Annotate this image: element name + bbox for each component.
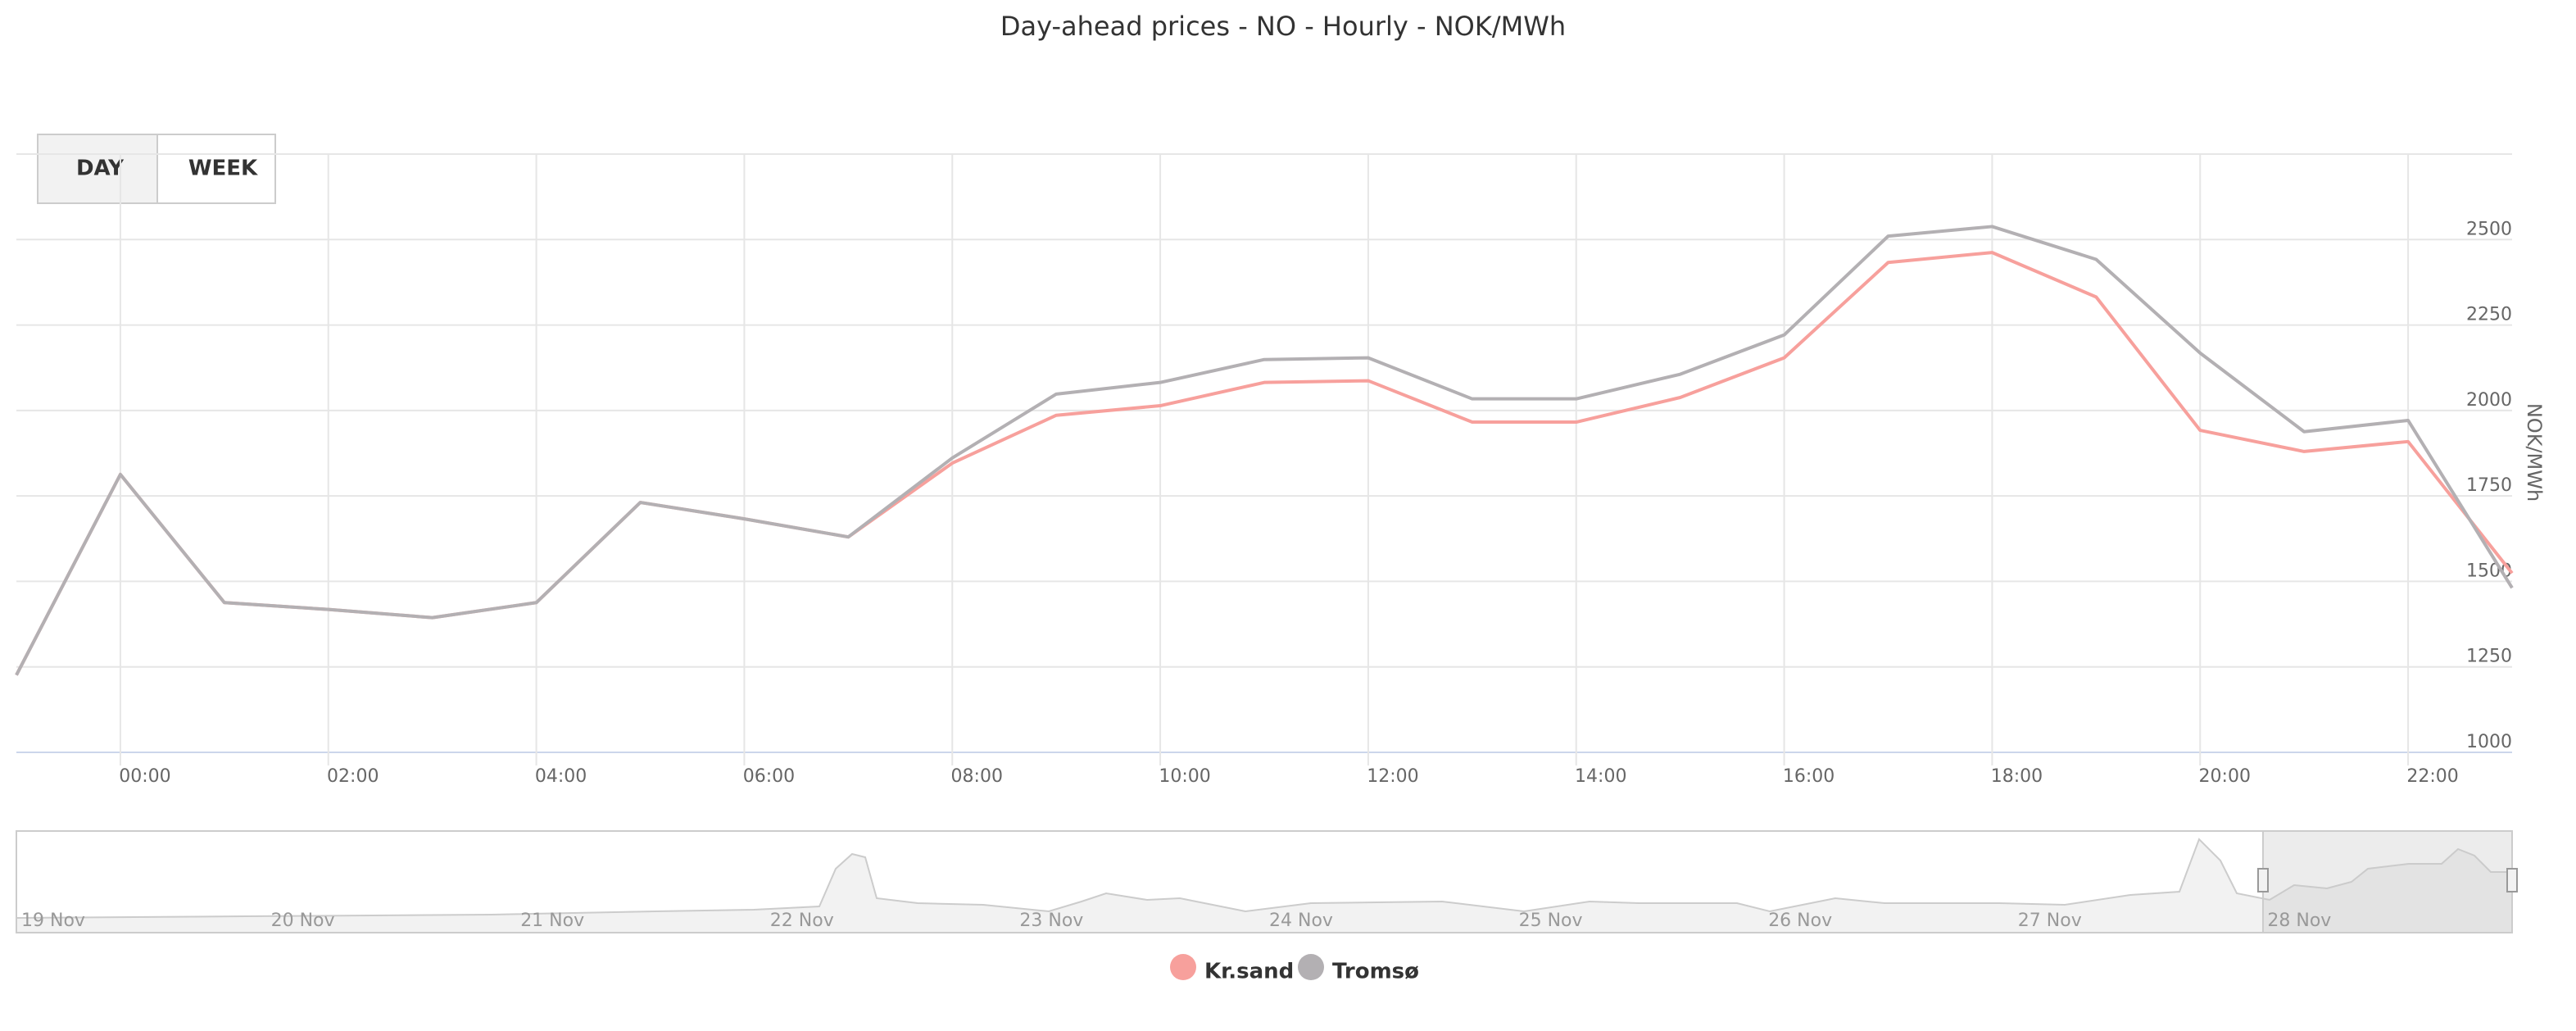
x-tick-label: 20:00	[2199, 766, 2251, 787]
navigator-label: 22 Nov	[770, 911, 834, 931]
x-tick-label: 12:00	[1367, 766, 1418, 787]
navigator-label: 26 Nov	[1768, 911, 1832, 931]
y-tick-label: 1750	[2466, 475, 2512, 496]
navigator-label: 21 Nov	[520, 911, 584, 931]
range-buttons: DAY WEEK	[37, 134, 276, 204]
legend-marker	[1298, 954, 1324, 980]
navigator-label: 20 Nov	[271, 911, 335, 931]
x-tick-label: 22:00	[2406, 766, 2458, 787]
y-tick-label: 2250	[2466, 305, 2512, 325]
navigator-series	[16, 838, 2513, 933]
x-tick-label: 00:00	[119, 766, 170, 787]
line-series	[15, 225, 2514, 676]
day-button-label[interactable]: DAY	[76, 157, 125, 181]
legend-label[interactable]: Kr.sand	[1204, 960, 1294, 984]
y-tick-label: 2500	[2466, 219, 2512, 239]
day-button[interactable]	[37, 134, 158, 204]
x-tick-label: 08:00	[951, 766, 1003, 787]
x-tick-label: 10:00	[1159, 766, 1210, 787]
y-axis-title: NOK/MWh	[2523, 403, 2546, 502]
navigator-label: 27 Nov	[2018, 911, 2082, 931]
y-tick-label: 1000	[2466, 732, 2512, 752]
y-tick-label: 2000	[2466, 390, 2512, 411]
navigator-handle[interactable]	[2506, 868, 2518, 892]
navigator-label: 25 Nov	[1519, 911, 1583, 931]
navigator-label: 28 Nov	[2267, 911, 2331, 931]
navigator-label: 23 Nov	[1019, 911, 1083, 931]
y-tick-label: 1250	[2466, 647, 2512, 667]
navigator-handle[interactable]	[2257, 868, 2269, 892]
x-tick-label: 18:00	[1991, 766, 2043, 787]
legend-marker	[1170, 954, 1196, 980]
navigator	[16, 830, 2518, 933]
week-button[interactable]	[156, 134, 276, 204]
chart-title: Day-ahead prices - NO - Hourly - NOK/MWh	[1000, 11, 1566, 42]
navigator-label: 24 Nov	[1269, 911, 1333, 931]
x-tick-label: 02:00	[327, 766, 379, 787]
x-tick-label: 16:00	[1783, 766, 1834, 787]
line-series	[15, 251, 2514, 676]
x-tick-label: 14:00	[1575, 766, 1626, 787]
legend-label[interactable]: Tromsø	[1332, 960, 1419, 984]
week-button-label[interactable]: WEEK	[188, 157, 258, 181]
navigator-label: 19 Nov	[21, 911, 85, 931]
x-tick-label: 06:00	[743, 766, 795, 787]
x-tick-label: 04:00	[535, 766, 587, 787]
